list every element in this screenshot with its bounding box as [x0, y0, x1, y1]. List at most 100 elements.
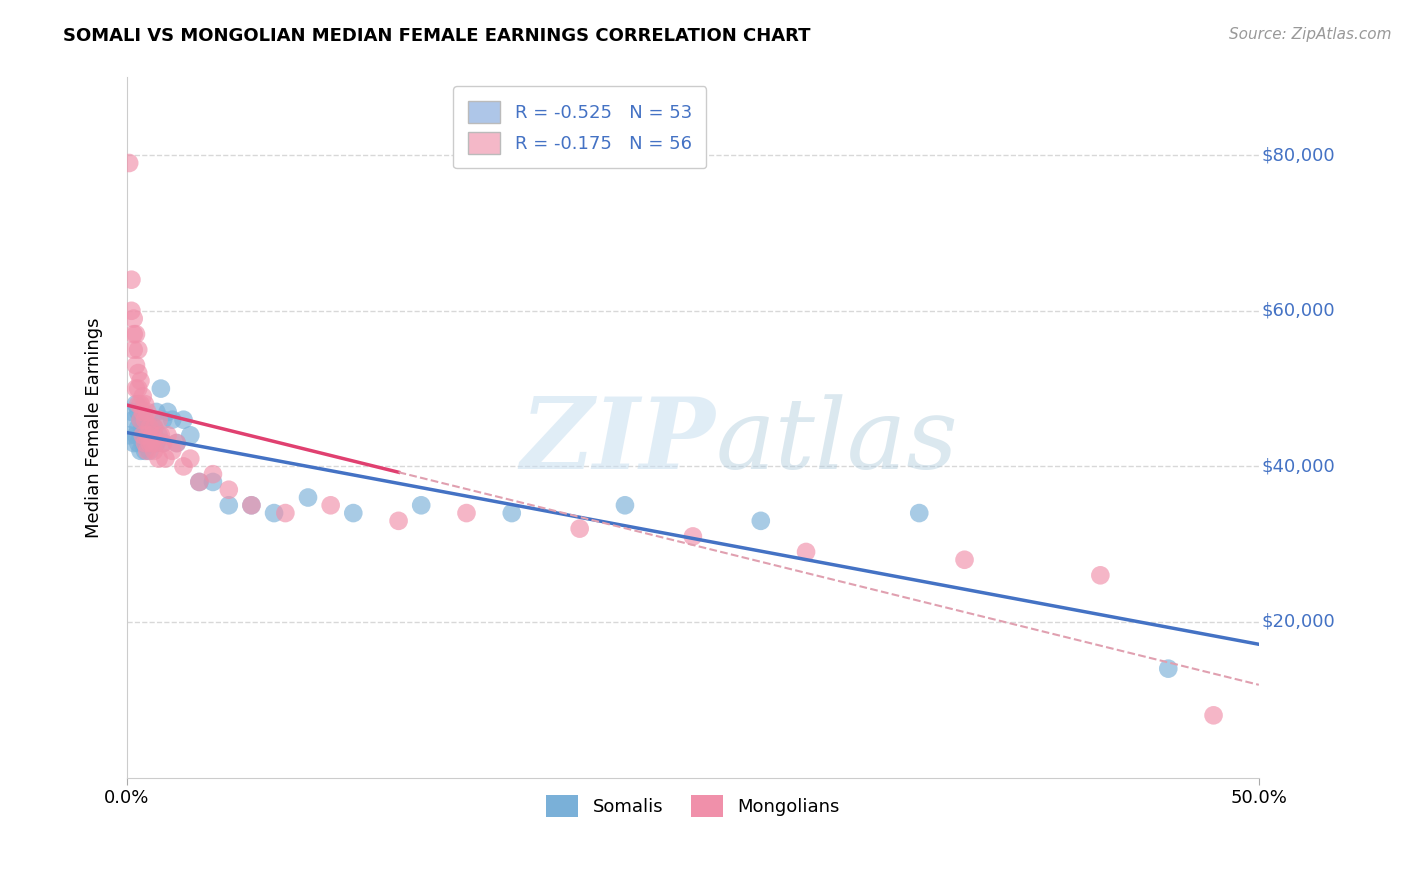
- Point: [143, 420, 166, 434]
- Point: [166, 436, 188, 450]
- Text: ZIP: ZIP: [520, 393, 716, 490]
- Point: [143, 420, 166, 434]
- Point: [132, 428, 155, 442]
- Point: [136, 443, 159, 458]
- Point: [143, 443, 166, 458]
- Point: [342, 506, 364, 520]
- Point: [127, 366, 149, 380]
- Point: [134, 428, 156, 442]
- Text: $40,000: $40,000: [1261, 458, 1334, 475]
- Point: [274, 506, 297, 520]
- Point: [127, 397, 149, 411]
- Point: [166, 436, 188, 450]
- Point: [387, 514, 409, 528]
- Point: [141, 436, 163, 450]
- Point: [132, 405, 155, 419]
- Point: [122, 327, 145, 342]
- Point: [127, 343, 149, 357]
- Point: [129, 413, 152, 427]
- Point: [134, 413, 156, 427]
- Point: [297, 491, 319, 505]
- Point: [132, 420, 155, 434]
- Point: [456, 506, 478, 520]
- Point: [134, 436, 156, 450]
- Point: [160, 413, 183, 427]
- Point: [129, 374, 152, 388]
- Point: [613, 498, 636, 512]
- Point: [141, 428, 163, 442]
- Point: [173, 413, 195, 427]
- Point: [125, 358, 148, 372]
- Point: [141, 428, 163, 442]
- Text: $60,000: $60,000: [1261, 301, 1334, 320]
- Point: [125, 397, 148, 411]
- Point: [152, 413, 174, 427]
- Text: $20,000: $20,000: [1261, 613, 1334, 631]
- Text: SOMALI VS MONGOLIAN MEDIAN FEMALE EARNINGS CORRELATION CHART: SOMALI VS MONGOLIAN MEDIAN FEMALE EARNIN…: [63, 27, 811, 45]
- Point: [145, 436, 167, 450]
- Text: $80,000: $80,000: [1261, 146, 1334, 164]
- Point: [122, 436, 145, 450]
- Y-axis label: Median Female Earnings: Median Female Earnings: [86, 318, 103, 538]
- Point: [122, 413, 145, 427]
- Point: [129, 397, 152, 411]
- Point: [125, 382, 148, 396]
- Point: [908, 506, 931, 520]
- Point: [129, 443, 152, 458]
- Legend: Somalis, Mongolians: Somalis, Mongolians: [538, 788, 846, 824]
- Point: [125, 428, 148, 442]
- Point: [136, 436, 159, 450]
- Point: [179, 451, 201, 466]
- Point: [240, 498, 263, 512]
- Point: [138, 443, 160, 458]
- Point: [568, 522, 591, 536]
- Point: [122, 343, 145, 357]
- Point: [749, 514, 772, 528]
- Point: [120, 303, 142, 318]
- Point: [120, 405, 142, 419]
- Point: [201, 475, 224, 489]
- Point: [501, 506, 523, 520]
- Point: [136, 428, 159, 442]
- Point: [156, 405, 179, 419]
- Point: [188, 475, 211, 489]
- Point: [148, 451, 170, 466]
- Point: [120, 273, 142, 287]
- Point: [134, 397, 156, 411]
- Point: [319, 498, 342, 512]
- Point: [218, 498, 240, 512]
- Point: [179, 428, 201, 442]
- Point: [173, 459, 195, 474]
- Point: [127, 382, 149, 396]
- Point: [136, 405, 159, 419]
- Point: [122, 311, 145, 326]
- Point: [132, 428, 155, 442]
- Point: [132, 389, 155, 403]
- Point: [118, 156, 141, 170]
- Point: [1090, 568, 1112, 582]
- Point: [143, 428, 166, 442]
- Point: [132, 436, 155, 450]
- Text: atlas: atlas: [716, 394, 959, 489]
- Point: [127, 436, 149, 450]
- Point: [148, 428, 170, 442]
- Point: [134, 436, 156, 450]
- Point: [156, 428, 179, 442]
- Point: [127, 405, 149, 419]
- Point: [145, 405, 167, 419]
- Point: [125, 327, 148, 342]
- Point: [1202, 708, 1225, 723]
- Point: [152, 436, 174, 450]
- Point: [141, 436, 163, 450]
- Point: [136, 428, 159, 442]
- Point: [127, 420, 149, 434]
- Point: [138, 420, 160, 434]
- Point: [149, 428, 172, 442]
- Point: [129, 413, 152, 427]
- Point: [160, 443, 183, 458]
- Point: [134, 443, 156, 458]
- Point: [1157, 662, 1180, 676]
- Point: [145, 436, 167, 450]
- Point: [138, 436, 160, 450]
- Point: [149, 382, 172, 396]
